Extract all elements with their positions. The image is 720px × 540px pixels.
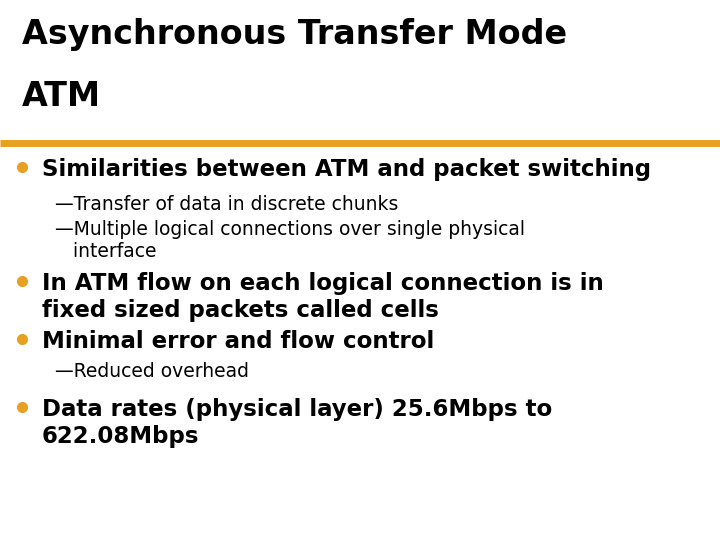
Text: Data rates (physical layer) 25.6Mbps to: Data rates (physical layer) 25.6Mbps to [42, 398, 552, 421]
Text: In ATM flow on each logical connection is in: In ATM flow on each logical connection i… [42, 272, 604, 295]
Text: 622.08Mbps: 622.08Mbps [42, 425, 199, 448]
Text: interface: interface [55, 242, 156, 261]
Text: Asynchronous Transfer Mode: Asynchronous Transfer Mode [22, 18, 567, 51]
Text: Minimal error and flow control: Minimal error and flow control [42, 330, 434, 353]
Text: ATM: ATM [22, 80, 101, 113]
Text: —Multiple logical connections over single physical: —Multiple logical connections over singl… [55, 220, 525, 239]
Text: Similarities between ATM and packet switching: Similarities between ATM and packet swit… [42, 158, 651, 181]
Text: —Transfer of data in discrete chunks: —Transfer of data in discrete chunks [55, 195, 398, 214]
Text: —Reduced overhead: —Reduced overhead [55, 362, 249, 381]
Text: fixed sized packets called cells: fixed sized packets called cells [42, 299, 439, 322]
